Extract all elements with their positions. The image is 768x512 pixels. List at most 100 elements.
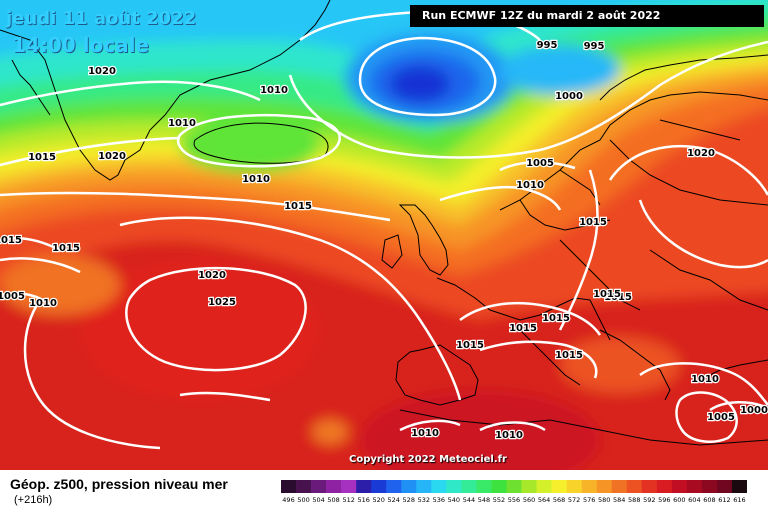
isobar-label: 1010 <box>242 174 270 185</box>
scale-swatch <box>506 480 522 493</box>
scale-swatch <box>356 480 372 493</box>
forecast-date: jeudi 11 août 2022 <box>6 8 197 29</box>
scale-swatch <box>626 480 643 493</box>
scale-tick-label: 516 <box>357 496 369 504</box>
scale-swatch <box>701 480 718 493</box>
scale-swatch <box>371 480 387 493</box>
scale-tick-label: 564 <box>538 496 550 504</box>
scale-tick-label: 572 <box>568 496 580 504</box>
isobar-label: 1010 <box>29 298 57 309</box>
isobar-label: 1000 <box>555 91 583 102</box>
forecast-time: 14:00 locale <box>12 33 149 57</box>
scale-tick-label: 524 <box>388 496 400 504</box>
map-canvas: 1020 1010 1010 1020 1015 995 995 1000 10… <box>0 0 768 470</box>
scale-tick-label: 540 <box>448 496 460 504</box>
scale-tick-label: 584 <box>613 496 625 504</box>
isobar-label: 1015 <box>579 217 607 228</box>
map-title: Géop. z500, pression niveau mer <box>10 476 228 492</box>
scale-swatch <box>611 480 628 493</box>
forecast-lead-time: (+216h) <box>14 494 53 506</box>
scale-swatch <box>536 480 552 493</box>
scale-tick-label: 616 <box>733 496 745 504</box>
isobar-label: 995 <box>537 40 558 51</box>
isobar-label: 1015 <box>28 152 56 163</box>
isobar-label: 1010 <box>411 428 439 439</box>
scale-swatch <box>386 480 402 493</box>
isobar-label: 995 <box>584 41 605 52</box>
scale-swatch <box>401 480 417 493</box>
scale-tick-label: 544 <box>463 496 475 504</box>
scale-swatch <box>656 480 673 493</box>
copyright-text: Copyright 2022 Meteociel.fr <box>349 454 507 465</box>
scale-swatch <box>521 480 537 493</box>
isobar-label: 1000 <box>740 405 768 416</box>
scale-tick-label: 532 <box>418 496 430 504</box>
isobar-label: 1015 <box>604 292 632 303</box>
isobar-label: 1010 <box>691 374 719 385</box>
scale-swatch <box>731 480 747 493</box>
scale-swatch <box>581 480 597 493</box>
isobar-label: 1015 <box>284 201 312 212</box>
isobar-label: 1020 <box>198 270 226 281</box>
scale-tick-label: 560 <box>523 496 535 504</box>
isobar-label: 1010 <box>495 430 523 441</box>
scale-swatch <box>686 480 703 493</box>
scale-swatch <box>326 480 342 493</box>
scale-tick-label: 496 <box>282 496 294 504</box>
isobar-label: 1015 <box>52 243 80 254</box>
isobar-label: 1010 <box>260 85 288 96</box>
isobar-label: 1015 <box>509 323 537 334</box>
scale-swatch <box>281 480 297 493</box>
scale-tick-label: 576 <box>583 496 595 504</box>
scale-tick-label: 612 <box>718 496 730 504</box>
scale-swatch <box>446 480 462 493</box>
scale-tick-label: 508 <box>327 496 339 504</box>
isobar-label: 1015 <box>456 340 484 351</box>
scale-tick-label: 604 <box>688 496 700 504</box>
isobar-label: 1005 <box>526 158 554 169</box>
scale-tick-label: 504 <box>312 496 324 504</box>
scale-tick-label: 592 <box>643 496 655 504</box>
scale-tick-label: 588 <box>628 496 640 504</box>
scale-swatch <box>476 480 492 493</box>
isobars <box>0 10 768 450</box>
scale-swatch <box>296 480 312 493</box>
scale-swatch <box>551 480 567 493</box>
scale-tick-label: 580 <box>598 496 610 504</box>
scale-tick-label: 568 <box>553 496 565 504</box>
scale-tick-label: 512 <box>342 496 354 504</box>
isobar-label: 1020 <box>98 151 126 162</box>
scale-swatch <box>416 480 432 493</box>
scale-swatch <box>341 480 357 493</box>
isobar-label: 1020 <box>88 66 116 77</box>
scale-tick-label: 556 <box>508 496 520 504</box>
scale-swatch <box>491 480 507 493</box>
scale-tick-label: 552 <box>493 496 505 504</box>
isobar-label: 1015 <box>593 289 621 300</box>
scale-swatch <box>566 480 582 493</box>
scale-tick-label: 596 <box>658 496 670 504</box>
run-banner: Run ECMWF 12Z du mardi 2 août 2022 <box>410 5 764 27</box>
scale-swatch <box>311 480 327 493</box>
isobar-label: 1005 <box>0 291 25 302</box>
scale-swatch <box>461 480 477 493</box>
scale-tick-label: 600 <box>673 496 685 504</box>
scale-tick-label: 528 <box>403 496 415 504</box>
isobar-label: 1020 <box>687 148 715 159</box>
scale-swatch <box>596 480 613 493</box>
scale-tick-label: 500 <box>297 496 309 504</box>
color-scale: 496 500 504 508 512 516 520 524 528 532 536 540 544 5… <box>281 480 747 504</box>
legend-footer: Géop. z500, pression niveau mer (+216h) … <box>0 470 768 512</box>
scale-tick-label: 548 <box>478 496 490 504</box>
scale-swatch <box>641 480 658 493</box>
isobar-label: 1015 <box>542 313 570 324</box>
isobar-labels: 1020 1010 1010 1020 1015 995 995 1000 10… <box>0 39 768 443</box>
scale-tick-label: 536 <box>433 496 445 504</box>
isobar-label: 1010 <box>516 180 544 191</box>
isobar-label: 1025 <box>208 297 236 308</box>
scale-swatch <box>431 480 447 493</box>
isobar-label: 1015 <box>0 235 22 246</box>
scale-swatch <box>671 480 688 493</box>
isobar-label: 1010 <box>168 118 196 129</box>
